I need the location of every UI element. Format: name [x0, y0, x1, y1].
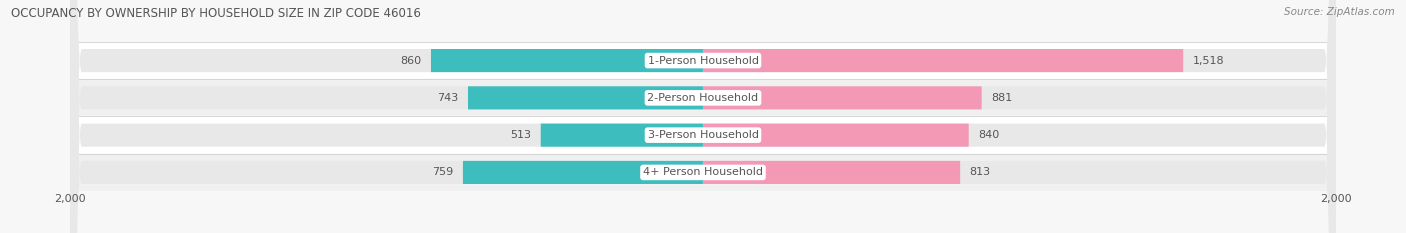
Text: 840: 840 [979, 130, 1000, 140]
Text: OCCUPANCY BY OWNERSHIP BY HOUSEHOLD SIZE IN ZIP CODE 46016: OCCUPANCY BY OWNERSHIP BY HOUSEHOLD SIZE… [11, 7, 422, 20]
Bar [70, 79, 1336, 116]
Text: 881: 881 [991, 93, 1012, 103]
Text: Source: ZipAtlas.com: Source: ZipAtlas.com [1284, 7, 1395, 17]
Text: 759: 759 [432, 168, 453, 177]
FancyBboxPatch shape [703, 161, 960, 184]
FancyBboxPatch shape [703, 86, 981, 110]
FancyBboxPatch shape [70, 0, 1336, 233]
Text: 2-Person Household: 2-Person Household [647, 93, 759, 103]
Bar [70, 116, 1336, 154]
Text: 813: 813 [970, 168, 991, 177]
FancyBboxPatch shape [703, 123, 969, 147]
FancyBboxPatch shape [468, 86, 703, 110]
Text: 860: 860 [401, 56, 422, 65]
FancyBboxPatch shape [70, 0, 1336, 233]
FancyBboxPatch shape [463, 161, 703, 184]
Bar [70, 42, 1336, 79]
FancyBboxPatch shape [541, 123, 703, 147]
Bar [70, 154, 1336, 191]
FancyBboxPatch shape [70, 0, 1336, 233]
Text: 4+ Person Household: 4+ Person Household [643, 168, 763, 177]
Text: 513: 513 [510, 130, 531, 140]
Text: 743: 743 [437, 93, 458, 103]
Text: 3-Person Household: 3-Person Household [648, 130, 758, 140]
Text: 1-Person Household: 1-Person Household [648, 56, 758, 65]
FancyBboxPatch shape [703, 49, 1184, 72]
FancyBboxPatch shape [70, 0, 1336, 233]
FancyBboxPatch shape [430, 49, 703, 72]
Text: 1,518: 1,518 [1192, 56, 1225, 65]
